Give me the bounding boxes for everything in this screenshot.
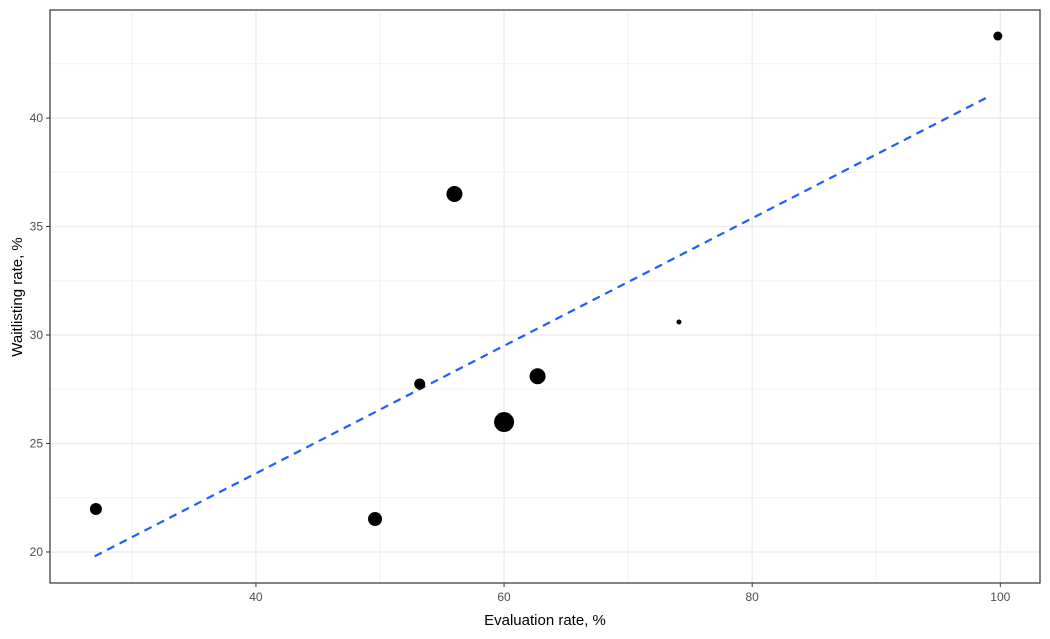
y-tick-label: 30 bbox=[30, 328, 44, 342]
point bbox=[993, 31, 1003, 41]
y-tick-label: 20 bbox=[30, 545, 44, 559]
point bbox=[414, 378, 426, 390]
panel-border bbox=[49, 9, 1041, 584]
y-tick-label: 40 bbox=[30, 111, 44, 125]
y-tick-label: 25 bbox=[30, 436, 44, 450]
x-tick-label: 80 bbox=[746, 590, 760, 604]
point bbox=[446, 185, 463, 202]
point bbox=[494, 412, 515, 433]
y-axis-title: Waitlisting rate, % bbox=[9, 237, 26, 356]
x-tick-label: 60 bbox=[497, 590, 511, 604]
x-tick-label: 100 bbox=[990, 590, 1010, 604]
x-axis-title: Evaluation rate, % bbox=[484, 612, 606, 629]
point bbox=[368, 511, 383, 526]
y-tick-label: 35 bbox=[30, 220, 44, 234]
point bbox=[529, 368, 546, 385]
x-tick-label: 40 bbox=[249, 590, 263, 604]
point bbox=[89, 503, 102, 516]
point bbox=[676, 319, 682, 325]
